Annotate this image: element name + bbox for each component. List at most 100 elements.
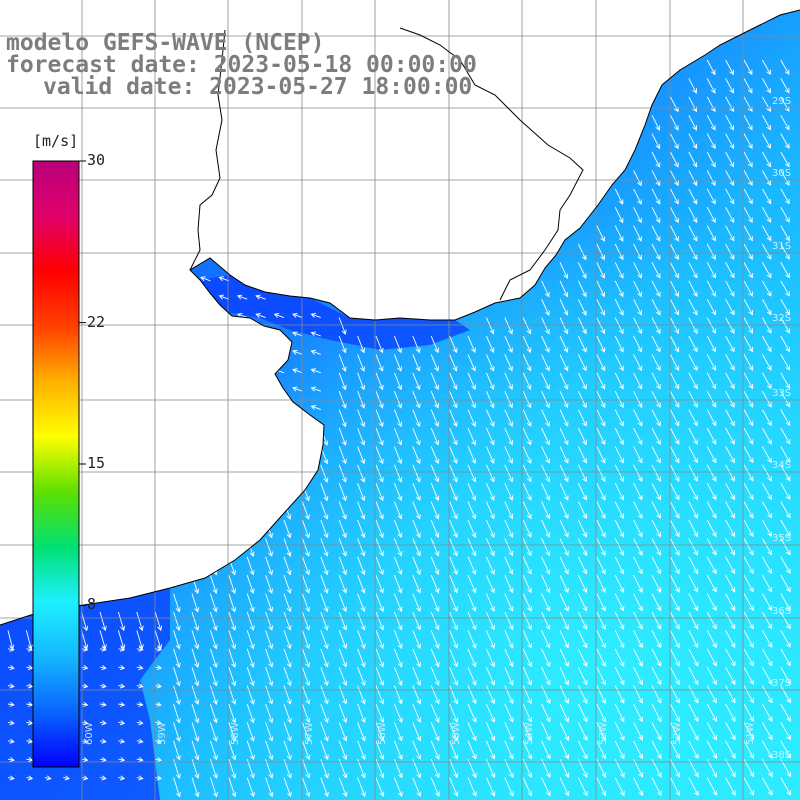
wind-arrow xyxy=(301,611,311,631)
wind-arrow xyxy=(320,648,329,668)
wind-arrow xyxy=(357,648,366,668)
wind-arrow xyxy=(762,630,773,648)
wind-arrow xyxy=(743,298,753,316)
wind-arrow xyxy=(200,331,211,337)
wind-arrow xyxy=(375,740,385,760)
wind-arrow xyxy=(191,464,199,484)
wind-arrow xyxy=(7,701,15,707)
wind-arrow xyxy=(762,740,773,759)
wind-arrow xyxy=(596,225,605,242)
wind-arrow xyxy=(81,701,89,707)
wind-arrow xyxy=(393,427,403,446)
wind-arrow xyxy=(596,354,606,372)
wind-arrow xyxy=(467,556,477,575)
wind-arrow xyxy=(633,538,643,556)
wind-arrow xyxy=(688,335,698,353)
wind-arrow xyxy=(559,409,569,427)
wind-arrow xyxy=(255,349,266,355)
wind-arrow xyxy=(670,519,680,538)
wind-arrow xyxy=(762,133,771,149)
wind-arrow xyxy=(338,740,348,761)
wind-arrow xyxy=(762,335,772,353)
wind-arrow xyxy=(633,354,643,372)
wind-arrow xyxy=(762,243,772,260)
wind-arrow xyxy=(283,777,292,798)
wind-arrow xyxy=(670,777,681,797)
wind-arrow xyxy=(357,630,366,650)
wind-arrow xyxy=(522,372,532,390)
wind-arrow xyxy=(301,667,311,687)
wind-arrow xyxy=(725,722,736,741)
wind-arrow xyxy=(688,114,698,131)
wind-arrow xyxy=(725,666,736,686)
wind-arrow xyxy=(357,685,366,705)
wind-arrow xyxy=(596,427,606,446)
wind-arrow xyxy=(485,483,495,501)
wind-arrow xyxy=(651,630,662,649)
wind-arrow xyxy=(670,188,679,205)
wind-arrow xyxy=(173,630,181,650)
wind-arrow xyxy=(614,648,625,667)
wind-arrow xyxy=(191,446,199,465)
wind-arrow xyxy=(743,354,754,371)
wind-arrow xyxy=(762,538,772,556)
wind-arrow xyxy=(173,611,181,632)
wind-arrow xyxy=(614,464,624,483)
wind-arrow xyxy=(614,722,625,741)
wind-arrow xyxy=(467,519,477,538)
wind-arrow xyxy=(577,611,588,631)
wind-arrow xyxy=(780,611,791,630)
wind-arrow xyxy=(596,262,606,279)
wind-arrow xyxy=(706,78,716,94)
wind-arrow xyxy=(209,519,218,539)
wind-arrow xyxy=(485,372,495,391)
wind-arrow xyxy=(320,685,329,705)
wind-arrow xyxy=(467,575,477,594)
wind-arrow xyxy=(228,446,236,465)
wind-arrow xyxy=(283,611,292,631)
wind-arrow xyxy=(99,720,107,726)
wind-arrow xyxy=(136,775,144,781)
wind-arrow xyxy=(596,630,606,649)
wind-arrow xyxy=(310,368,321,374)
wind-arrow xyxy=(706,446,717,464)
wind-arrow xyxy=(596,611,606,630)
wind-arrow xyxy=(522,446,532,464)
wind-arrow xyxy=(136,646,144,652)
wind-arrow xyxy=(670,225,679,242)
wind-arrow xyxy=(236,405,248,411)
wind-arrow xyxy=(357,593,366,613)
wind-arrow xyxy=(780,225,790,242)
wind-arrow xyxy=(743,556,754,575)
wind-arrow xyxy=(596,464,606,483)
wind-arrow xyxy=(430,740,440,760)
wind-arrow xyxy=(522,667,533,686)
wind-arrow xyxy=(246,648,255,668)
wind-arrow xyxy=(633,372,643,390)
wind-arrow xyxy=(485,335,495,354)
wind-arrow xyxy=(393,611,403,631)
wind-arrow xyxy=(301,556,310,576)
latitude-label: 31S xyxy=(772,241,792,252)
wind-arrow xyxy=(357,703,366,724)
wind-arrow xyxy=(780,482,791,501)
wind-arrow xyxy=(310,313,321,319)
wind-arrow xyxy=(292,368,303,374)
wind-arrow xyxy=(412,667,422,686)
wind-arrow xyxy=(596,777,607,797)
wind-arrow xyxy=(430,556,440,575)
wind-arrow xyxy=(292,405,303,411)
wind-arrow xyxy=(136,757,144,763)
wind-arrow xyxy=(118,683,126,689)
wind-arrow xyxy=(651,243,661,261)
wind-arrow xyxy=(375,427,384,446)
wind-arrow xyxy=(26,738,34,744)
wind-arrow xyxy=(44,775,52,781)
wind-arrow xyxy=(670,685,680,704)
wind-arrow xyxy=(430,483,440,502)
wind-arrow xyxy=(706,225,716,242)
wind-arrow xyxy=(614,593,625,612)
wind-arrow xyxy=(301,722,311,742)
wind-arrow xyxy=(412,446,421,465)
